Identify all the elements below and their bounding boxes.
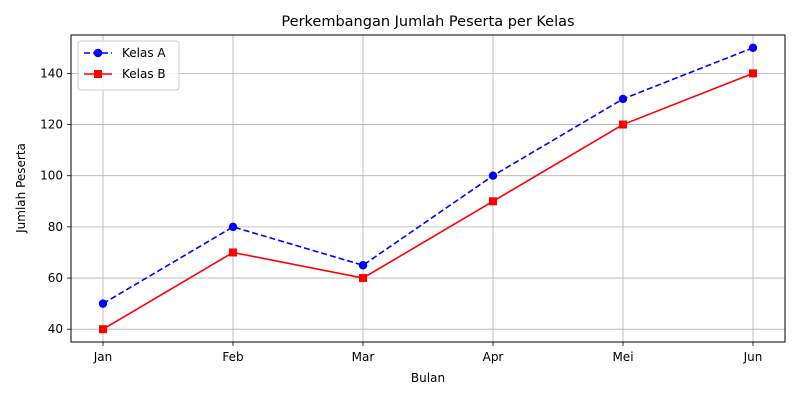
legend-swatch-marker <box>93 48 103 58</box>
series-line <box>102 72 754 330</box>
x-tick-label: Jan <box>93 350 113 364</box>
y-axis: 40 60 80 100 120 140 <box>40 66 71 336</box>
data-point <box>359 274 367 283</box>
data-point <box>749 69 757 78</box>
y-axis-label: Jumlah Peserta <box>14 143 28 234</box>
data-point <box>228 222 238 232</box>
plot-frame <box>70 34 786 343</box>
data-point <box>489 197 497 206</box>
grid <box>71 35 785 342</box>
data-point <box>748 43 758 52</box>
legend-label: Kelas A <box>122 46 166 60</box>
y-tick-label: 80 <box>48 220 63 234</box>
y-tick-label: 100 <box>40 169 63 183</box>
x-tick-label: Mar <box>352 350 375 364</box>
x-tick-label: Apr <box>483 350 504 364</box>
data-point <box>99 325 107 334</box>
series-kelas-a <box>98 43 758 308</box>
legend-swatch-marker <box>94 70 102 78</box>
x-tick-label: Jun <box>743 350 763 364</box>
series-line <box>102 47 754 305</box>
data-point <box>488 171 498 180</box>
data-point <box>358 261 368 270</box>
legend-item: Kelas A <box>84 46 166 60</box>
data-point <box>98 299 108 308</box>
x-axis: Jan Feb Mar Apr Mei Jun <box>93 342 763 364</box>
y-tick-label: 60 <box>48 271 63 285</box>
x-axis-label: Bulan <box>411 371 445 385</box>
y-tick-label: 40 <box>48 322 63 336</box>
data-point <box>618 94 628 104</box>
chart-title: Perkembangan Jumlah Peserta per Kelas <box>281 14 574 30</box>
legend: Kelas A Kelas B <box>77 40 180 91</box>
data-point <box>229 248 237 257</box>
x-tick-label: Mei <box>612 350 633 364</box>
data-point <box>619 120 627 129</box>
x-tick-label: Feb <box>222 350 243 364</box>
y-tick-label: 140 <box>40 66 63 80</box>
series-kelas-b <box>99 69 757 334</box>
legend-label: Kelas B <box>122 67 166 81</box>
legend-item: Kelas B <box>84 67 166 81</box>
series-layer <box>98 43 758 334</box>
y-tick-label: 120 <box>40 118 63 132</box>
